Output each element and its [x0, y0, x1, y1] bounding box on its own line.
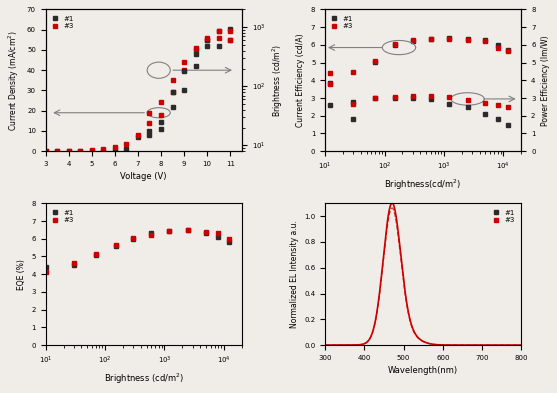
Legend: #1, #3: #1, #3 [49, 13, 76, 32]
Legend: #1, #3: #1, #3 [49, 207, 76, 226]
Y-axis label: Power Efficiency (lm/W): Power Efficiency (lm/W) [541, 35, 550, 126]
Y-axis label: Current Efficiency (cd/A): Current Efficiency (cd/A) [296, 33, 305, 127]
X-axis label: Brightness(cd/m$^2$): Brightness(cd/m$^2$) [384, 178, 462, 192]
X-axis label: Wavelength(nm): Wavelength(nm) [388, 366, 458, 375]
X-axis label: Brightness (cd/m$^2$): Brightness (cd/m$^2$) [104, 372, 184, 386]
Y-axis label: Brightness (cd/m$^2$): Brightness (cd/m$^2$) [271, 44, 285, 117]
Legend: #1, #3: #1, #3 [491, 207, 518, 226]
X-axis label: Voltage (V): Voltage (V) [120, 173, 167, 182]
Y-axis label: Normalized EL Intensity a.u.: Normalized EL Intensity a.u. [290, 220, 299, 328]
Y-axis label: Current Density (mA/cm$^2$): Current Density (mA/cm$^2$) [7, 30, 21, 130]
Legend: #1, #3: #1, #3 [329, 13, 355, 32]
Y-axis label: EQE (%): EQE (%) [17, 259, 26, 290]
